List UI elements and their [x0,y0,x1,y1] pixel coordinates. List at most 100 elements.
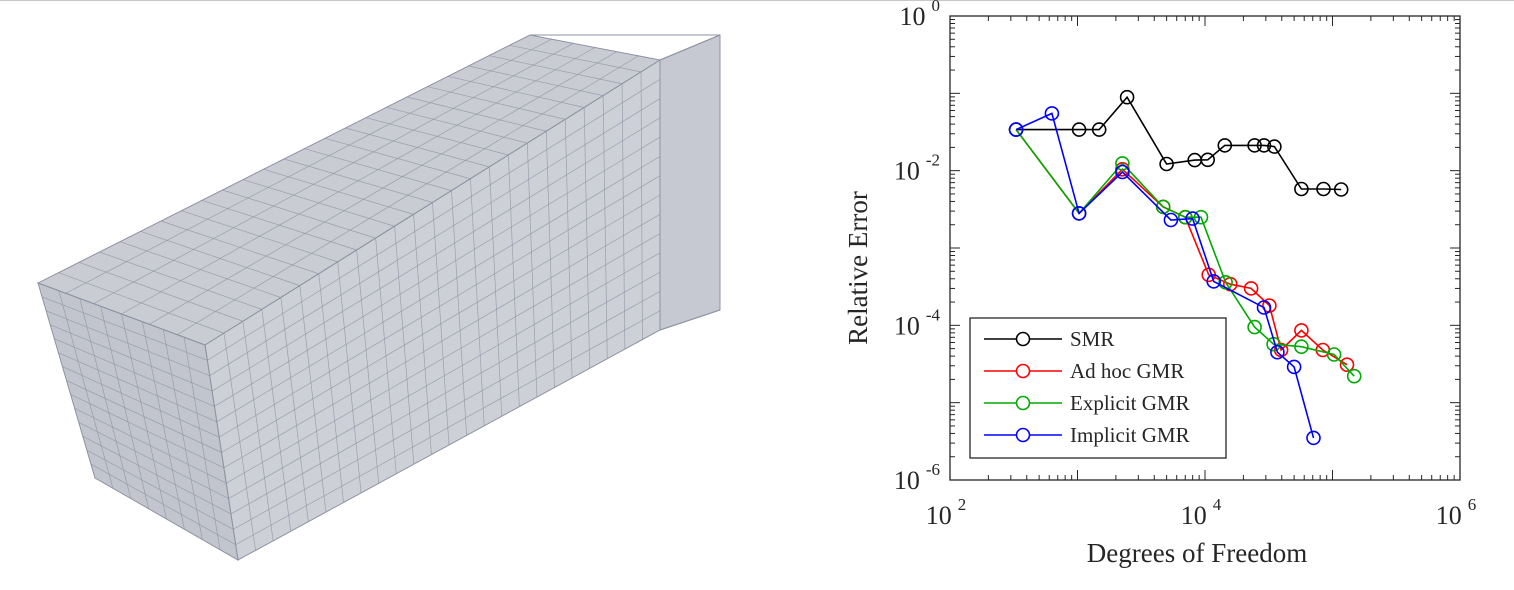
data-point [1071,206,1087,221]
mesh-line [82,435,232,515]
mesh-line [226,233,661,484]
data-point [1306,430,1321,446]
data-point [1286,359,1302,375]
mesh-box [36,34,721,561]
data-point [1267,139,1282,154]
data-point [1326,347,1342,362]
mesh-line [211,117,661,392]
data-point [1339,357,1355,373]
legend-marker [1015,363,1031,379]
legend-item: Ad hoc GMR [984,359,1184,383]
mesh-line [74,408,227,484]
data-point [1256,138,1272,153]
x-tick-base: 10 [926,501,952,530]
mesh-line [218,175,661,438]
mesh-line [78,421,229,499]
series-line [1015,112,1315,439]
data-point [1044,106,1060,121]
data-point [1346,368,1362,384]
x-tick-label: 10 6 [1436,495,1477,530]
mesh-line [70,394,225,469]
data-point [1217,138,1233,153]
data-point [1294,181,1309,197]
x-tick-label: 10 2 [926,495,967,530]
data-point [1091,122,1107,137]
data-point [1294,339,1309,355]
mesh-line [223,213,661,469]
mesh-line [41,296,208,361]
legend-item: SMR [984,327,1114,351]
y-tick-exponent: 0 [932,0,941,15]
mesh-line [66,380,222,453]
y-axis-ticks: 10 0 10 -2 10 -4 10 -6 [894,0,941,495]
mesh-line [659,34,721,61]
x-tick-base: 10 [1181,501,1207,530]
series-layer [1008,89,1362,446]
mesh-end-face [659,34,721,331]
x-axis-ticks: 10 2 10 4 10 6 [926,495,1477,530]
data-point [1294,323,1309,338]
data-point [1159,156,1174,172]
y-tick-exponent: -6 [926,460,940,479]
data-point [1270,344,1285,360]
data-point [1247,138,1262,153]
mesh-line [233,291,661,530]
mesh-line [216,156,661,423]
legend-item: Implicit GMR [984,423,1190,447]
data-point [1206,274,1222,289]
mesh-line [93,43,574,304]
data-point [1247,319,1262,335]
x-tick-exponent: 4 [1213,495,1222,514]
x-tick-exponent: 6 [1468,495,1477,514]
data-point [1200,152,1216,168]
y-tick-label: 10 -6 [894,460,940,495]
mesh-line [214,136,661,407]
legend-marker [1015,331,1031,347]
mesh-line [228,252,661,499]
mesh-line [65,38,552,294]
mesh-line [209,98,661,377]
data-point [1193,209,1209,225]
y-tick-label: 10 0 [900,0,941,31]
legend-marker [1015,395,1031,411]
data-point [1256,300,1272,315]
data-point [1333,182,1349,197]
mesh-line [149,51,617,325]
mesh-line [230,271,661,515]
top-rule [0,0,1514,1]
y-tick-base: 10 [900,2,926,31]
y-tick-base: 10 [894,157,920,186]
y-tick-base: 10 [894,311,920,340]
data-point [1071,122,1087,137]
legend-label: Explicit GMR [1070,391,1190,415]
y-tick-label: 10 -2 [894,151,940,186]
mesh-line [58,352,217,423]
mesh-line [659,309,721,331]
data-point [1185,211,1200,226]
mesh-line [50,324,213,392]
legend: SMR Ad hoc GMR Explicit GMR Implicit GMR [969,317,1227,459]
y-axis-label: Relative Error [843,191,873,345]
legend-label: SMR [1070,327,1114,351]
data-point [1115,156,1130,171]
mesh-line [176,55,639,335]
x-tick-base: 10 [1436,501,1462,530]
legend-label: Ad hoc GMR [1070,359,1184,383]
mesh-line [207,78,661,361]
data-point [1316,181,1331,197]
mesh-line [86,449,234,530]
legend-marker [1015,427,1031,443]
mesh-line [54,338,215,407]
x-tick-exponent: 2 [958,495,967,514]
series-line [1016,95,1342,191]
mesh-line [62,366,220,438]
series-implicit-gmr [1008,106,1321,446]
mesh-line [121,47,596,315]
plot-frame [949,15,1461,481]
data-point [1177,209,1193,225]
data-point [1119,89,1135,105]
mesh-line [221,194,661,453]
y-tick-exponent: -2 [926,151,940,170]
data-point [1163,212,1179,228]
convergence-chart: 10 2 10 4 10 6 10 0 10 -2 10 -4 10 -6 SMR Ad hoc GMR E… [843,0,1477,568]
